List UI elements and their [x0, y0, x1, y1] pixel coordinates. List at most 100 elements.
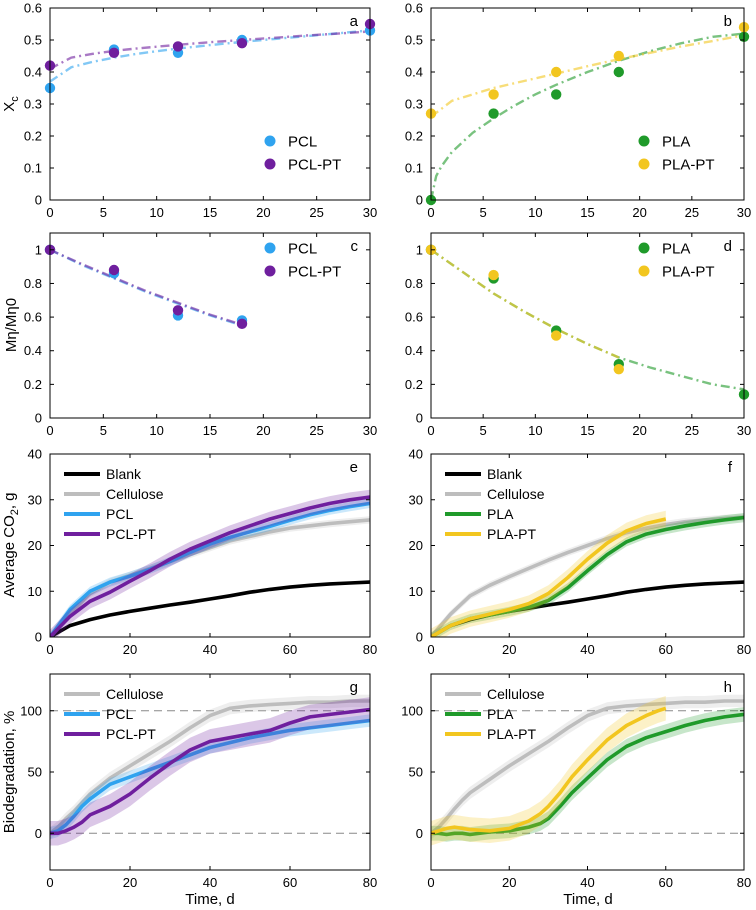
y-axis-label-xc: Xc	[1, 96, 21, 112]
legend-label: PCL	[288, 134, 317, 151]
x-tick-label: 20	[256, 423, 270, 438]
series-line-cellulose	[50, 699, 370, 835]
legend-label: Blank	[106, 466, 142, 482]
data-point-pcl-pt	[236, 38, 248, 49]
fit-curve-pcl	[50, 248, 243, 327]
plot-area-h	[431, 694, 744, 846]
x-tick-label: 25	[685, 423, 699, 438]
x-tick-label: 10	[149, 205, 163, 220]
fit-curve-pla	[431, 32, 744, 200]
y-tick-label: 0	[416, 193, 423, 208]
y-tick-label: 0.2	[24, 129, 42, 144]
plot-area-g	[50, 694, 370, 846]
y-tick-label: 0	[416, 630, 423, 645]
legend-label: PCL-PT	[106, 726, 156, 742]
y-tick-label: 0.2	[24, 377, 42, 392]
x-tick-label: 10	[528, 423, 542, 438]
panel-d: 0 5 10 15 20 25 30 0 0.2 0.4 0.6 0.8 1 d PLA PLA-PT	[405, 232, 751, 438]
x-tick-label: 0	[427, 875, 434, 890]
band-pcl-pt	[50, 489, 370, 637]
x-tick-label: 80	[363, 642, 377, 657]
y-tick-label: 0.2	[405, 377, 423, 392]
plot-area-f	[431, 510, 744, 637]
y-tick-label: 30	[409, 492, 423, 507]
y-tick-label: 0	[416, 411, 423, 426]
data-point-pla	[551, 89, 562, 100]
plot-area-a	[50, 29, 370, 83]
data-point-pcl-pt	[108, 47, 120, 58]
legend-c: PCL PCL-PT	[264, 241, 341, 281]
x-tick-label: 30	[363, 423, 377, 438]
panel-g: 0 20 40 60 80 0 50 100 g Cellulose PCL PCL-PT	[20, 673, 377, 890]
x-tick-label: 80	[737, 875, 751, 890]
y-tick-label: 10	[28, 584, 42, 599]
x-tick-label: 60	[659, 875, 673, 890]
y-tick-label: 50	[409, 765, 423, 780]
x-tick-label: 10	[149, 423, 163, 438]
legend-label: PLA-PT	[662, 264, 715, 281]
y-tick-label: 0.5	[405, 33, 423, 48]
series-line-pcl-pt	[50, 495, 370, 637]
x-tick-label: 20	[502, 875, 516, 890]
panel-label: e	[350, 459, 358, 476]
x-tick-label: 40	[203, 642, 217, 657]
x-tick-label: 20	[632, 423, 646, 438]
y-tick-label: 0.4	[24, 343, 42, 358]
band-pcl-pt	[50, 697, 370, 846]
legend-label: Cellulose	[106, 686, 164, 702]
data-point-pcl-pt	[172, 305, 184, 316]
x-tick-label: 20	[502, 642, 516, 657]
band-pcl	[50, 498, 370, 637]
legend-h: Cellulose PLA PLA-PT	[445, 686, 545, 742]
data-point-pcl-pt	[236, 318, 248, 330]
x-tick-label: 15	[203, 205, 217, 220]
panel-label: d	[724, 238, 732, 255]
legend-marker	[264, 242, 276, 254]
legend-e: Blank Cellulose PCL PCL-PT	[64, 466, 164, 542]
y-tick-label: 0.1	[24, 161, 42, 176]
legend-label: Cellulose	[487, 686, 545, 702]
x-tick-label: 0	[46, 423, 53, 438]
legend-label: Blank	[487, 466, 523, 482]
plot-area-e	[50, 489, 370, 637]
y-tick-label: 0	[35, 411, 42, 426]
x-tick-label: 0	[427, 423, 434, 438]
legend-marker	[638, 135, 650, 147]
panel-f: 0 20 40 60 80 0 10 20 30 40 f Blank Cellulose PLA PLA-…	[409, 447, 752, 658]
band-pcl	[50, 714, 370, 840]
y-tick-label: 20	[28, 538, 42, 553]
y-tick-label: 0	[35, 826, 42, 841]
panel-label: f	[728, 459, 733, 476]
legend-label: PCL-PT	[288, 264, 341, 281]
x-tick-label: 0	[46, 205, 53, 220]
axes-frame	[430, 232, 745, 419]
series-line-blank	[50, 580, 370, 637]
x-tick-label: 20	[123, 875, 137, 890]
plot-area-c	[50, 248, 243, 327]
data-point-pla	[488, 108, 499, 119]
x-tick-label: 80	[363, 875, 377, 890]
panel-label: h	[724, 679, 732, 696]
legend-marker	[638, 158, 650, 170]
legend-label: PCL-PT	[106, 526, 156, 542]
band-pla	[431, 513, 744, 637]
panel-b: 0 5 10 15 20 25 30 0 0.1 0.2 0.3 0.4 0.5 0.6 b PLA PLA-P…	[405, 1, 751, 221]
x-tick-label: 20	[632, 205, 646, 220]
x-tick-label: 5	[480, 423, 487, 438]
x-tick-label: 5	[100, 205, 107, 220]
x-tick-label: 5	[100, 423, 107, 438]
x-tick-label: 60	[283, 875, 297, 890]
x-tick-label: 40	[203, 875, 217, 890]
y-tick-label: 10	[409, 584, 423, 599]
x-tick-label: 15	[580, 423, 594, 438]
legend-marker	[264, 135, 276, 147]
band-pla	[431, 707, 744, 842]
legend-label: PLA-PT	[662, 157, 715, 174]
y-axis-label-biodegradation: Biodegradation, %	[1, 711, 18, 834]
legend-label: PLA	[487, 506, 514, 522]
y-tick-label: 0.8	[24, 276, 42, 291]
series-line-pla	[431, 712, 744, 837]
data-point-pla-pt	[551, 66, 562, 78]
x-tick-label: 5	[480, 205, 487, 220]
